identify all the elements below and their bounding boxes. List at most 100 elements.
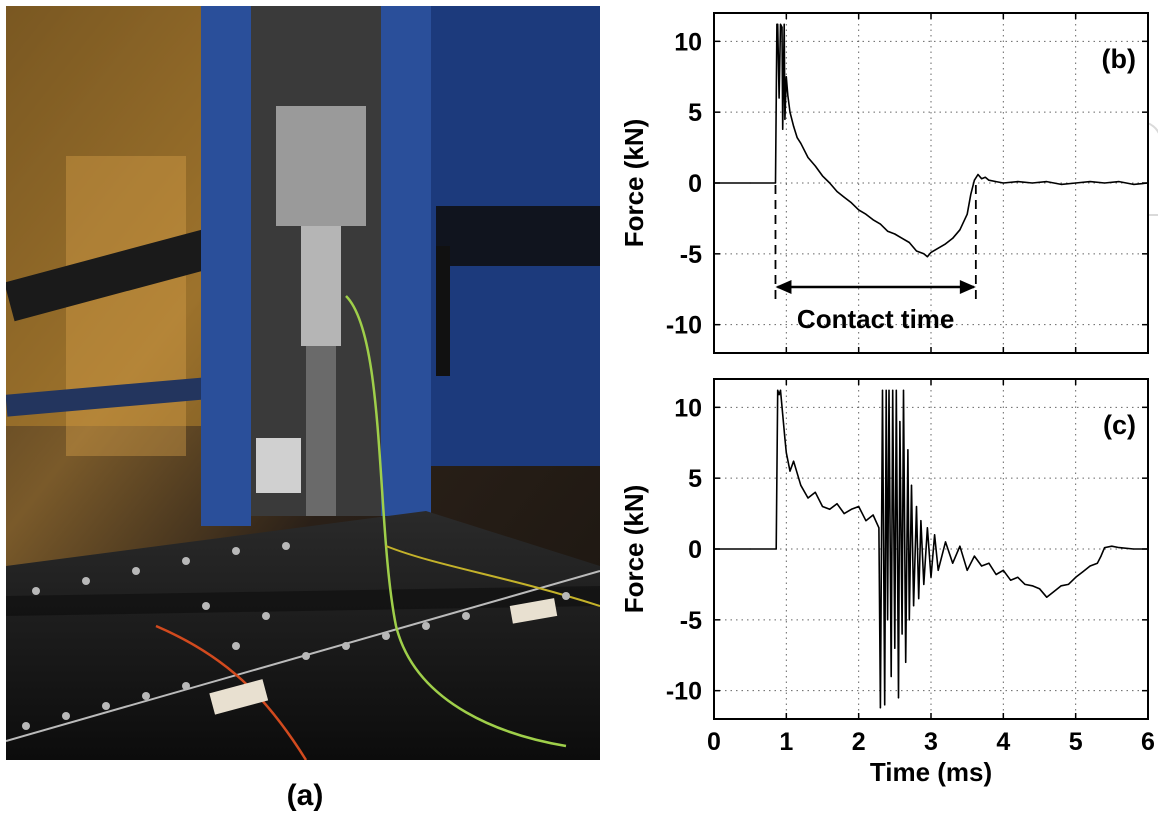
chart-b-data-point — [782, 128, 784, 130]
chart-c-data-point — [865, 520, 867, 522]
chart-c-ytick-label: -5 — [680, 607, 702, 635]
contact-time-label: Contact time — [797, 304, 954, 334]
impactor-carriage — [276, 106, 366, 226]
chart-c-data-point — [959, 545, 961, 547]
chart-c-data-point — [944, 541, 947, 543]
chart-c-data-point — [888, 389, 890, 391]
photo-caption: (a) — [286, 779, 324, 812]
chart-c-data-point — [910, 484, 913, 486]
chart-c-data-point — [902, 389, 905, 391]
chart-c-data-point — [1089, 565, 1091, 567]
chart-b-data-point — [988, 179, 990, 181]
chart-c-data-point — [843, 512, 845, 515]
chart-c-data-point — [784, 437, 786, 440]
chart-c-data-point — [814, 491, 816, 493]
chart-b-data-point — [915, 250, 918, 252]
chart-b-data-point — [807, 156, 809, 159]
chart-c-data-point — [792, 460, 795, 462]
bolt-row — [22, 542, 570, 730]
chart-b-data-point — [1017, 180, 1019, 183]
green-cable — [345, 295, 567, 748]
chart-b-data-point — [821, 175, 824, 177]
chart-b-data-point — [1046, 180, 1048, 183]
chart-c-data-point — [899, 420, 901, 423]
chart-c-data-point — [934, 534, 936, 536]
chart-b-data-point — [779, 23, 782, 25]
chart-c-data-point — [887, 619, 889, 621]
experiment-photo — [6, 6, 600, 760]
chart-b-data-point — [887, 230, 889, 232]
chart-b-ytick-label: -5 — [680, 241, 702, 269]
chart-c-ytick-label: 10 — [674, 394, 702, 422]
chart-c-data-point — [920, 520, 922, 522]
chart-b-data-point — [1132, 183, 1135, 186]
chart-b-data-point — [977, 173, 979, 176]
chart-b-data-point — [872, 219, 874, 221]
chart-c-data-point — [907, 449, 909, 451]
chart-c-data-point — [923, 583, 925, 586]
chart-c-data-point — [937, 569, 939, 571]
chart-b-data-point — [814, 165, 816, 167]
chart-c-data-point — [1096, 562, 1098, 564]
chart-c-panel-label: (c) — [1103, 410, 1136, 440]
chart-c-data-point — [807, 497, 809, 499]
chart-c-data-point — [1067, 583, 1070, 586]
chart-c-xlabel: Time (ms) — [870, 757, 992, 787]
chart-c-data-point — [1024, 583, 1026, 586]
chart-c-data-point — [1031, 585, 1033, 587]
chart-b-data-point — [829, 182, 831, 184]
chart-c-data-point — [1100, 555, 1102, 557]
chart-c-data-point — [981, 565, 983, 567]
chart-c-ylabel: Force (kN) — [619, 485, 649, 614]
chart-c-data-point — [1053, 590, 1055, 593]
chart-b-data-point — [959, 229, 961, 231]
chart-c-data-point — [988, 562, 990, 564]
chart-b-data-point — [1060, 183, 1062, 186]
chart-b-ylabel: Force (kN) — [619, 119, 649, 248]
chart-c-data-point — [1002, 569, 1004, 571]
chart-b-data-point — [1089, 180, 1091, 183]
chart-c-data-point — [1046, 596, 1048, 598]
chart-b-data-point — [781, 26, 783, 28]
chart-b-data-point — [783, 23, 785, 25]
sensor-block — [256, 438, 301, 493]
chart-b-data-point — [785, 76, 787, 78]
chart-b-data-point — [858, 209, 860, 211]
chart-c-data-point — [775, 548, 777, 550]
impactor-head — [301, 226, 341, 346]
chart-b-ytick-label: 5 — [688, 99, 702, 127]
chart-b-data-point — [749, 182, 751, 184]
chart-c-data-point — [829, 508, 831, 510]
chart-c-data-point — [885, 389, 887, 391]
chart-c-xtick-label: 2 — [852, 728, 866, 756]
chart-c-data-point — [1038, 588, 1041, 590]
chart-c-data-point — [1017, 576, 1019, 578]
chart-c-data-point — [973, 555, 976, 557]
chart-c-data-point — [850, 508, 853, 510]
chart-b-data-point — [981, 178, 983, 180]
chart-b-data-point — [970, 193, 972, 195]
chart-b-data-point — [944, 243, 947, 245]
chart-c-data-point — [1111, 545, 1113, 547]
contact-arrowhead-left — [775, 280, 792, 294]
red-cable — [155, 624, 308, 760]
chart-c-data-point — [892, 389, 894, 391]
chart-c-ytick-label: -10 — [666, 678, 702, 706]
chart-c-data-point — [878, 527, 880, 529]
chart-b-data-point — [879, 223, 881, 225]
chart-c-data-point — [1060, 585, 1062, 587]
chart-c-data-point — [1132, 548, 1135, 550]
chart-c-data-point — [890, 675, 892, 678]
chart-c-data-point — [966, 569, 968, 571]
frame-left-rail — [201, 6, 251, 526]
chart-b-data-point — [901, 237, 903, 239]
chart-b-data-point — [1031, 182, 1033, 184]
chart-b-data-point — [865, 213, 867, 215]
chart-c-ytick-label: 0 — [688, 536, 702, 564]
chart-b-data-point — [789, 111, 791, 113]
chart-c-data-point — [897, 697, 900, 699]
chart-b-data-point — [778, 97, 780, 99]
chart-b-data-point — [777, 23, 779, 25]
chart-c-data-point — [785, 452, 787, 454]
chart-b-data-point — [787, 94, 789, 96]
